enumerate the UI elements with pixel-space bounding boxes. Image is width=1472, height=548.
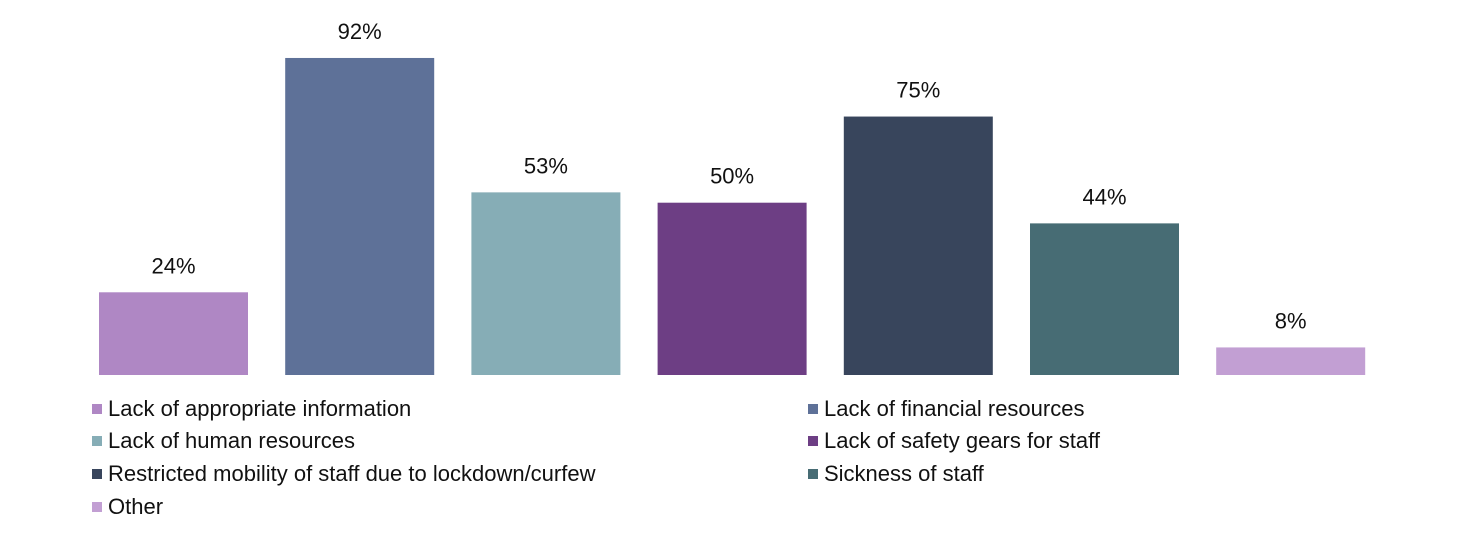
- legend-swatch: [92, 404, 102, 414]
- legend-item: Lack of human resources: [92, 428, 355, 454]
- legend-swatch: [808, 436, 818, 446]
- legend-label: Other: [108, 494, 164, 519]
- data-label: 44%: [1082, 184, 1126, 209]
- bar: [843, 116, 993, 376]
- data-label: 50%: [710, 164, 754, 189]
- legend-swatch: [92, 436, 102, 446]
- data-label: 75%: [896, 78, 940, 103]
- data-label: 24%: [151, 253, 195, 278]
- legend-label: Lack of financial resources: [824, 396, 1085, 421]
- legend-item: Restricted mobility of staff due to lock…: [92, 461, 595, 487]
- legend-item: Lack of appropriate information: [92, 396, 411, 422]
- data-label: 8%: [1275, 308, 1307, 333]
- legend-item: Lack of financial resources: [808, 396, 1084, 422]
- data-label: 53%: [524, 153, 568, 178]
- legend-swatch: [808, 469, 818, 479]
- bar: [285, 57, 435, 376]
- legend-label: Lack of appropriate information: [108, 396, 412, 421]
- legend-item: Other: [92, 494, 163, 520]
- bar: [1216, 347, 1366, 375]
- legend-swatch: [92, 502, 102, 512]
- legend-label: Lack of human resources: [108, 428, 356, 453]
- legend-label: Lack of safety gears for staff: [824, 428, 1100, 453]
- legend-item: Lack of safety gears for staff: [808, 428, 1100, 454]
- legend-label: Restricted mobility of staff due to lock…: [108, 461, 596, 486]
- bar: [1030, 223, 1179, 375]
- legend-swatch: [92, 469, 102, 479]
- data-label: 92%: [338, 19, 382, 44]
- bar: [471, 192, 621, 375]
- legend-swatch: [808, 404, 818, 414]
- legend-item: Sickness of staff: [808, 461, 984, 487]
- bar: [657, 202, 807, 375]
- bar: [99, 292, 248, 375]
- legend-label: Sickness of staff: [824, 461, 984, 486]
